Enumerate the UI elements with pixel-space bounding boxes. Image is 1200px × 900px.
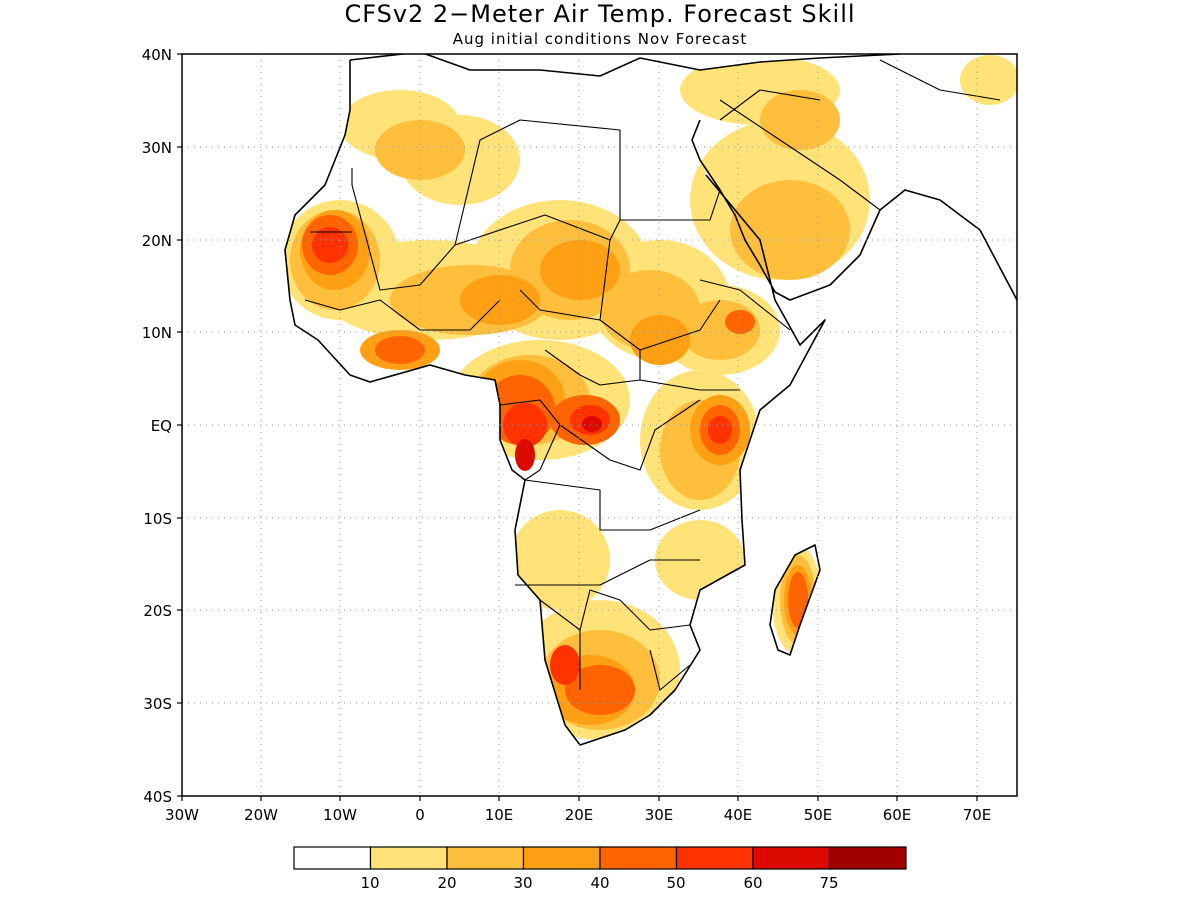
latitude-labels: 40N 30N 20N 10N EQ 10S 20S 30S 40S bbox=[142, 46, 172, 806]
lat-label: 10S bbox=[143, 510, 172, 528]
colorbar-swatch bbox=[599, 846, 678, 870]
madagascar-outline bbox=[769, 544, 821, 656]
lon-label: 30W bbox=[165, 806, 199, 824]
colorbar-label: 40 bbox=[590, 874, 609, 892]
lon-label: 20E bbox=[565, 806, 594, 824]
lon-label: 60E bbox=[883, 806, 912, 824]
lon-label: 70E bbox=[963, 806, 992, 824]
coastline bbox=[284, 54, 1017, 746]
lon-label: 10W bbox=[323, 806, 357, 824]
tick-marks bbox=[177, 53, 978, 801]
chart-subtitle: Aug initial conditions Nov Forecast bbox=[453, 30, 748, 48]
colorbar-swatch bbox=[752, 846, 831, 870]
colorbar-label: 10 bbox=[360, 874, 379, 892]
longitude-labels: 30W 20W 10W 0 10E 20E 30E 40E 50E 60E 70… bbox=[165, 806, 991, 824]
lat-label: 30S bbox=[143, 695, 172, 713]
lon-label: 50E bbox=[804, 806, 833, 824]
colorbar-swatch bbox=[828, 846, 907, 870]
colorbar-label: 50 bbox=[666, 874, 685, 892]
colorbar-swatch bbox=[293, 846, 372, 870]
lon-label: 40E bbox=[724, 806, 753, 824]
lon-label: 10E bbox=[485, 806, 514, 824]
graticule bbox=[182, 54, 1017, 796]
colorbar-swatch bbox=[369, 846, 448, 870]
lat-label: 40S bbox=[143, 788, 172, 806]
colorbar-label: 60 bbox=[743, 874, 762, 892]
lon-label: 30E bbox=[645, 806, 674, 824]
colorbar-label: 75 bbox=[819, 874, 838, 892]
lat-label: 10N bbox=[142, 324, 172, 342]
colorbar-label: 30 bbox=[513, 874, 532, 892]
colorbar-swatch bbox=[522, 846, 601, 870]
lat-label: EQ bbox=[151, 417, 172, 435]
lat-label: 30N bbox=[142, 139, 172, 157]
chart-title: CFSv2 2−Meter Air Temp. Forecast Skill bbox=[344, 0, 855, 28]
colorbar-swatch bbox=[675, 846, 754, 870]
lon-label: 0 bbox=[415, 806, 425, 824]
lat-label: 20S bbox=[143, 602, 172, 620]
colorbar: 10 20 30 40 50 60 75 bbox=[293, 846, 907, 892]
lon-label: 20W bbox=[244, 806, 278, 824]
map-area bbox=[182, 54, 1017, 796]
colorbar-swatch bbox=[446, 846, 525, 870]
colorbar-label: 20 bbox=[437, 874, 456, 892]
lat-label: 20N bbox=[142, 232, 172, 250]
lat-label: 40N bbox=[142, 46, 172, 64]
